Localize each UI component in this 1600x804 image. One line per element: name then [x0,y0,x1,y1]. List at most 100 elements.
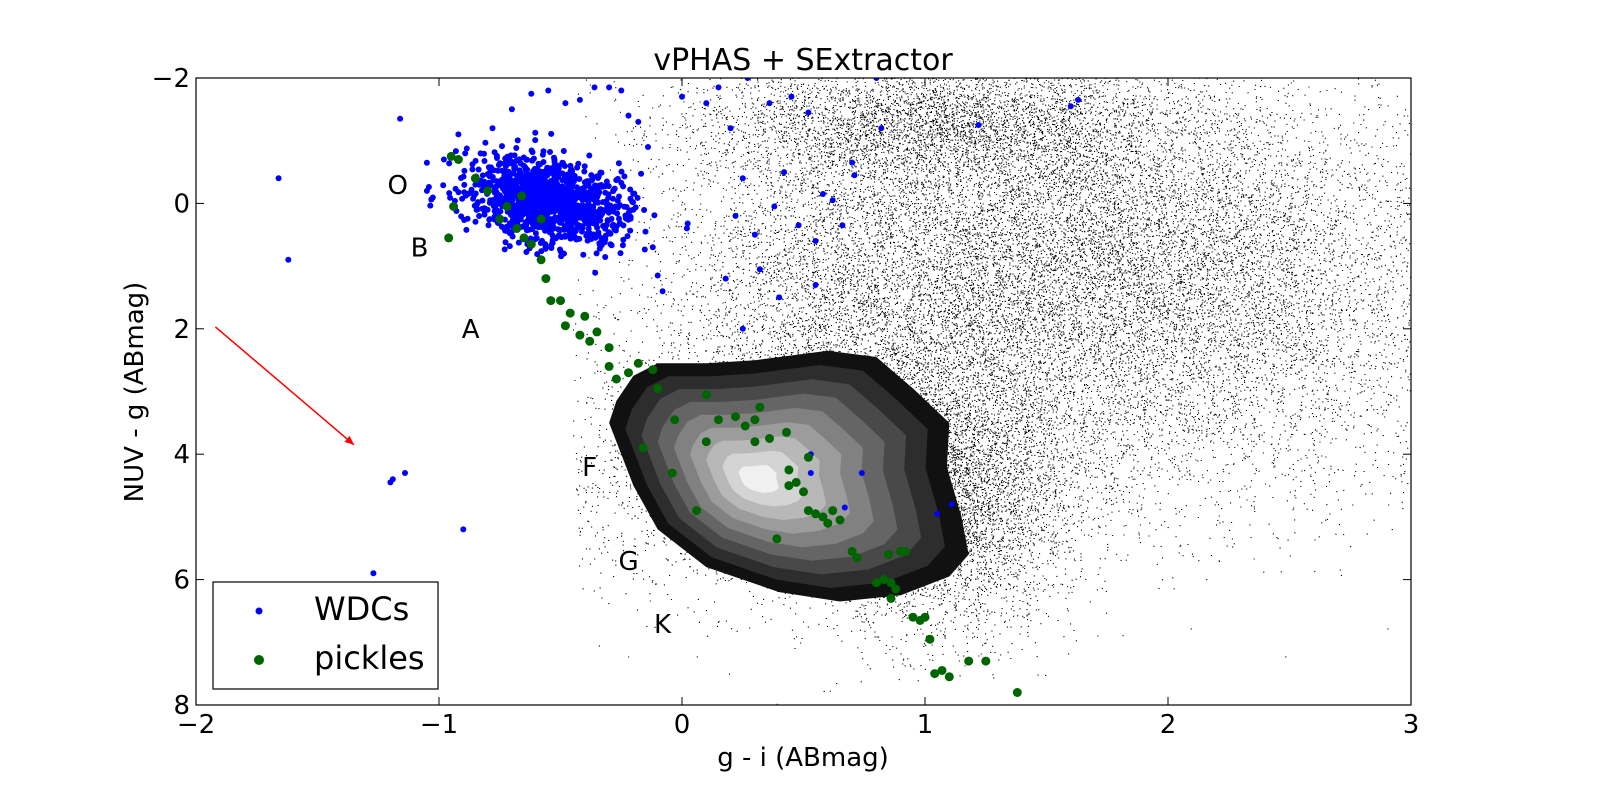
wdc-point [479,197,486,204]
wdc-point [468,189,475,196]
pickles-point [981,656,991,666]
wdc-point [469,161,476,168]
wdc-point [560,160,566,166]
spectral-label-f: F [582,453,597,483]
wdc-point [474,201,480,208]
pickles-point [772,534,782,544]
wdc-point [812,238,819,244]
wdc-point [592,182,598,189]
wdc-point [589,211,596,218]
wdc-point [1067,103,1074,110]
wdc-point [586,152,593,159]
wdc-point [595,232,602,239]
wdc-point [975,122,982,128]
pickles-point [803,506,813,516]
x-tick-label: 0 [674,710,691,740]
pickles-point [519,233,529,243]
wdc-point [546,183,553,190]
wdc-point [584,232,591,239]
wdc-point [596,189,603,196]
wdc-point [509,159,516,166]
pickles-point [823,518,833,528]
y-tick-label: 6 [173,566,190,596]
pickles-point [925,634,935,644]
wdc-point [641,207,648,213]
pickles-point [811,509,821,519]
wdc-point [642,228,649,235]
wdc-point [727,125,734,132]
pickles-point [791,477,801,487]
wdc-point [503,223,510,230]
x-tick-label: −2 [177,710,215,740]
wdc-point [613,177,620,184]
y-tick-label: −2 [152,64,190,94]
wdc-point [585,181,592,188]
wdc-point [564,222,571,229]
wdc-point [493,178,500,185]
wdc-point [819,191,826,197]
wdc-point [462,192,469,199]
wdc-point [511,186,518,193]
wdc-point [607,202,614,209]
wdc-point [440,156,447,163]
wdc-point [582,213,589,220]
wdc-point [455,131,462,138]
wdc-point [511,211,518,218]
wdc-point [948,501,955,508]
wdc-point [561,226,568,233]
wdc-point [461,167,468,174]
wdc-point [501,160,508,167]
wdc-point [605,229,612,236]
wdc-point [651,212,658,219]
wdc-point [610,221,617,228]
wdc-point [532,129,539,136]
wdc-point [513,145,520,151]
wdc-point [555,189,562,196]
wdc-point [502,196,509,203]
wdc-point [595,175,601,181]
wdc-point [599,211,605,217]
wdc-point [508,106,515,113]
wdc-point [484,206,491,213]
wdc-point [500,185,506,192]
series-pickles [444,151,1022,697]
wdc-point [559,217,566,224]
wdc-point [549,240,556,247]
wdc-point [618,168,625,175]
wdc-point [427,202,434,209]
wdc-point [472,218,479,225]
pickles-point [692,506,702,516]
wdc-point [878,125,885,132]
wdc-point [570,227,577,234]
wdc-point [641,246,648,253]
wdc-point [624,233,631,240]
pickles-point [884,550,894,559]
wdc-point [529,149,536,156]
wdc-point [614,210,621,217]
wdc-point [602,254,609,260]
pickles-point [670,415,680,425]
wdc-point [597,169,604,176]
wdc-point [470,195,477,202]
wdc-point [781,169,788,176]
wdc-point [587,217,593,224]
pickles-point [852,553,862,563]
wdc-point [756,266,763,273]
wdc-point [605,183,612,190]
wdc-point [447,194,454,201]
wdc-point [520,210,527,217]
wdc-point [542,244,549,251]
wdc-point [538,204,545,211]
pickles-point [517,191,527,201]
wdc-point [571,176,578,183]
pickles-point [604,361,614,371]
pickles-point [818,512,828,522]
wdc-point [638,170,645,177]
wdc-point [556,232,562,239]
wdc-point [739,175,746,182]
pickles-point [575,330,585,340]
wdc-point [478,179,485,186]
pickles-point [784,481,794,491]
pickles-point [536,214,546,224]
spectral-type-labels: O B A F G K [387,171,672,640]
